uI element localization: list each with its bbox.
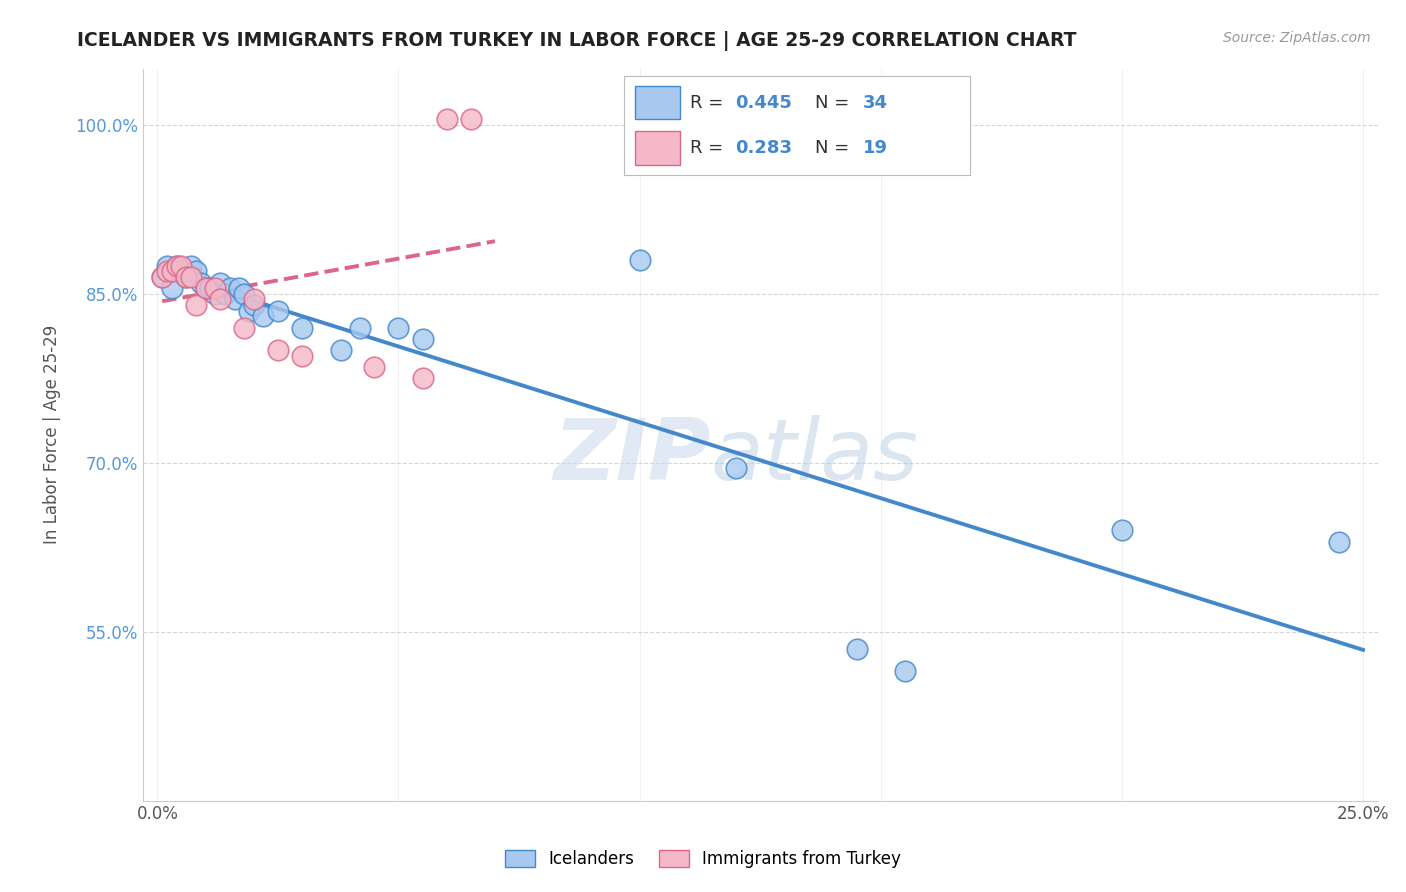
Point — [194, 281, 217, 295]
Point — [233, 286, 256, 301]
Point — [252, 310, 274, 324]
Point — [156, 259, 179, 273]
Point — [150, 269, 173, 284]
Text: ZIP: ZIP — [553, 415, 711, 498]
Point — [267, 343, 290, 357]
Point — [291, 349, 314, 363]
Point — [228, 281, 250, 295]
Legend: Icelanders, Immigrants from Turkey: Icelanders, Immigrants from Turkey — [498, 843, 908, 875]
Point — [214, 286, 236, 301]
Point — [180, 269, 202, 284]
Point — [224, 293, 246, 307]
Point — [267, 303, 290, 318]
Point — [845, 641, 868, 656]
Point — [387, 320, 409, 334]
Point — [460, 112, 482, 127]
Text: atlas: atlas — [711, 415, 918, 498]
Point — [412, 332, 434, 346]
Point — [160, 264, 183, 278]
Point — [190, 276, 212, 290]
Point — [363, 359, 385, 374]
Point — [349, 320, 371, 334]
Point — [166, 259, 188, 273]
Point — [208, 276, 231, 290]
Point — [170, 259, 193, 273]
Text: ICELANDER VS IMMIGRANTS FROM TURKEY IN LABOR FORCE | AGE 25-29 CORRELATION CHART: ICELANDER VS IMMIGRANTS FROM TURKEY IN L… — [77, 31, 1077, 51]
Point — [238, 303, 260, 318]
Point — [200, 281, 222, 295]
Point — [436, 112, 458, 127]
Point — [243, 298, 266, 312]
Point — [174, 269, 197, 284]
Point — [725, 461, 748, 475]
Y-axis label: In Labor Force | Age 25-29: In Labor Force | Age 25-29 — [44, 325, 60, 544]
Point — [243, 293, 266, 307]
Point — [1327, 534, 1350, 549]
Point — [156, 264, 179, 278]
Point — [233, 320, 256, 334]
Point — [180, 259, 202, 273]
Point — [150, 269, 173, 284]
Point — [194, 281, 217, 295]
Point — [160, 264, 183, 278]
Point — [170, 264, 193, 278]
Point — [218, 281, 240, 295]
Point — [208, 293, 231, 307]
Point — [184, 264, 207, 278]
Point — [174, 269, 197, 284]
Point — [204, 286, 226, 301]
Point — [160, 281, 183, 295]
Point — [412, 371, 434, 385]
Point — [166, 259, 188, 273]
Point — [1111, 524, 1133, 538]
Point — [204, 281, 226, 295]
Point — [894, 664, 917, 678]
Point — [291, 320, 314, 334]
Point — [329, 343, 352, 357]
Text: Source: ZipAtlas.com: Source: ZipAtlas.com — [1223, 31, 1371, 45]
Point — [628, 252, 651, 267]
Point — [184, 298, 207, 312]
